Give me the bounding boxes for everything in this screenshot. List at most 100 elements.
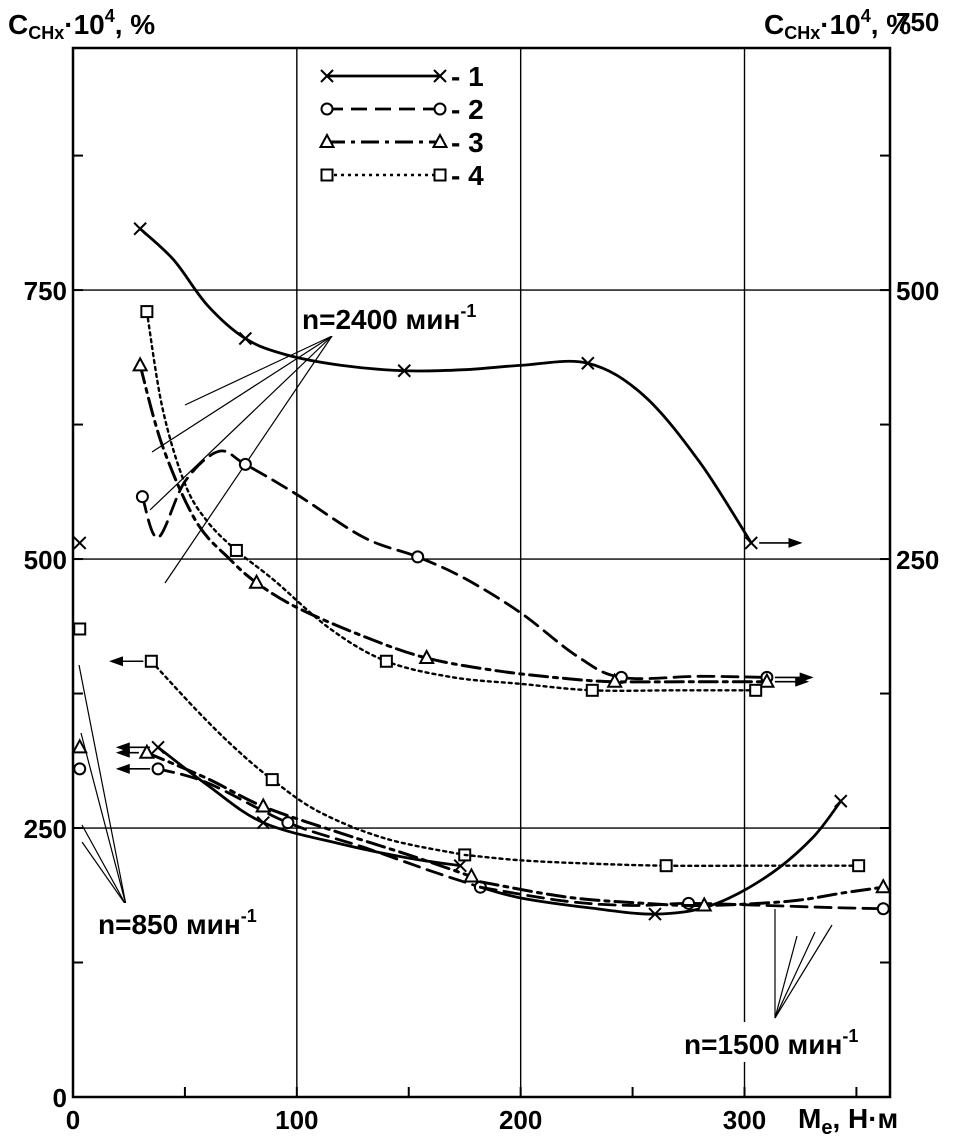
y-left-tick-labels: 0 250 500 750 <box>24 276 67 1113</box>
data-point <box>397 364 411 378</box>
data-point <box>606 672 623 688</box>
series-line <box>478 880 885 908</box>
legend-marker <box>320 69 334 83</box>
legend-marker <box>433 168 447 182</box>
series-line <box>145 751 473 878</box>
legend-marker <box>433 69 447 83</box>
data-point <box>238 331 253 346</box>
data-point <box>73 762 87 776</box>
legend-label: - 2 <box>451 94 484 125</box>
x-tick-label: 200 <box>499 1105 542 1135</box>
y-right-tick-labels: 250 500 750 <box>896 7 939 575</box>
series-n1500-1 <box>478 794 848 921</box>
series-n2400-2 <box>135 449 814 684</box>
series-group <box>71 222 892 921</box>
data-point <box>73 536 87 550</box>
y-left-axis-title: CCHx·104, % <box>8 6 155 43</box>
legend-entry-2: - 2 <box>320 94 484 125</box>
x-tick-label: 300 <box>723 1105 766 1135</box>
series-line <box>478 799 843 916</box>
data-point <box>248 573 265 589</box>
data-point <box>682 896 696 910</box>
data-point <box>876 902 890 916</box>
plot-frame <box>71 46 892 1099</box>
y-left-tick-label: 0 <box>53 1083 67 1113</box>
series-n2400-3 <box>131 356 810 688</box>
series-line <box>156 767 482 889</box>
y-left-tick-label: 250 <box>24 814 67 844</box>
series-line <box>463 853 860 868</box>
data-point <box>875 878 892 894</box>
data-point <box>744 536 758 550</box>
legend-entry-4: - 4 <box>320 160 484 191</box>
annotation-n2400: n=2400 мин-1 <box>302 301 476 335</box>
series-line <box>156 745 462 868</box>
y-left-tick-label: 500 <box>24 545 67 575</box>
y-right-axis-title: CCHx·104, % <box>764 6 911 43</box>
x-axis-title: Me, Н·м <box>798 1103 898 1139</box>
series-line <box>150 660 466 857</box>
y-right-tick-label: 250 <box>896 545 939 575</box>
data-point <box>255 797 272 813</box>
data-point <box>585 683 599 697</box>
data-point <box>411 550 425 564</box>
series-n2400-1 <box>133 222 803 550</box>
data-point <box>151 740 165 755</box>
x-tick-labels: 0 100 200 300 <box>66 1105 766 1135</box>
data-point <box>418 648 435 665</box>
data-point <box>238 457 252 471</box>
data-point <box>281 816 295 830</box>
data-point <box>852 859 866 873</box>
y-left-tick-label: 750 <box>24 276 67 306</box>
legend-marker <box>431 132 449 148</box>
legend-entry-3: - 3 <box>318 127 484 158</box>
minor-ticks <box>73 154 890 1097</box>
legend-marker <box>320 168 334 182</box>
legend-entry-1: - 1 <box>320 61 484 92</box>
data-point <box>229 543 243 557</box>
series-line <box>478 885 885 911</box>
data-point <box>265 773 279 787</box>
data-point <box>379 654 393 668</box>
data-point <box>133 222 147 236</box>
legend: - 1- 2- 3- 4 <box>318 61 484 191</box>
data-point <box>463 867 480 883</box>
series-line <box>145 310 757 692</box>
data-point <box>151 762 165 776</box>
series-line <box>140 449 769 681</box>
series-n1500-4 <box>463 853 866 873</box>
legend-marker <box>318 132 336 148</box>
annotation-n850: n=850 мин-1 <box>98 906 257 940</box>
legend-label: - 4 <box>451 160 484 191</box>
series-line <box>138 363 769 684</box>
data-point <box>131 356 149 372</box>
legend-marker <box>320 102 334 116</box>
legend-marker <box>433 102 447 116</box>
data-point <box>140 305 154 319</box>
data-point <box>256 815 270 830</box>
x-tick-label: 0 <box>66 1105 80 1135</box>
legend-label: - 1 <box>451 61 484 92</box>
series-line <box>138 227 753 545</box>
data-point <box>659 859 673 873</box>
data-point <box>135 490 149 504</box>
data-point <box>696 896 713 912</box>
data-point <box>834 794 848 808</box>
series-n850-1 <box>73 536 467 873</box>
data-point <box>73 622 87 636</box>
data-point <box>71 738 88 754</box>
data-point <box>758 672 776 688</box>
series-n850-3 <box>71 738 480 883</box>
annotation-leader-lines <box>78 335 833 1019</box>
x-tick-label: 100 <box>275 1105 318 1135</box>
y-right-tick-label: 750 <box>896 7 939 37</box>
legend-label: - 3 <box>451 127 484 158</box>
data-point <box>749 683 763 697</box>
grid-lines <box>73 48 890 1097</box>
data-point <box>581 356 595 370</box>
data-point <box>138 743 156 759</box>
data-point <box>648 907 662 921</box>
data-point <box>144 654 158 668</box>
series-n2400-4 <box>140 305 763 697</box>
